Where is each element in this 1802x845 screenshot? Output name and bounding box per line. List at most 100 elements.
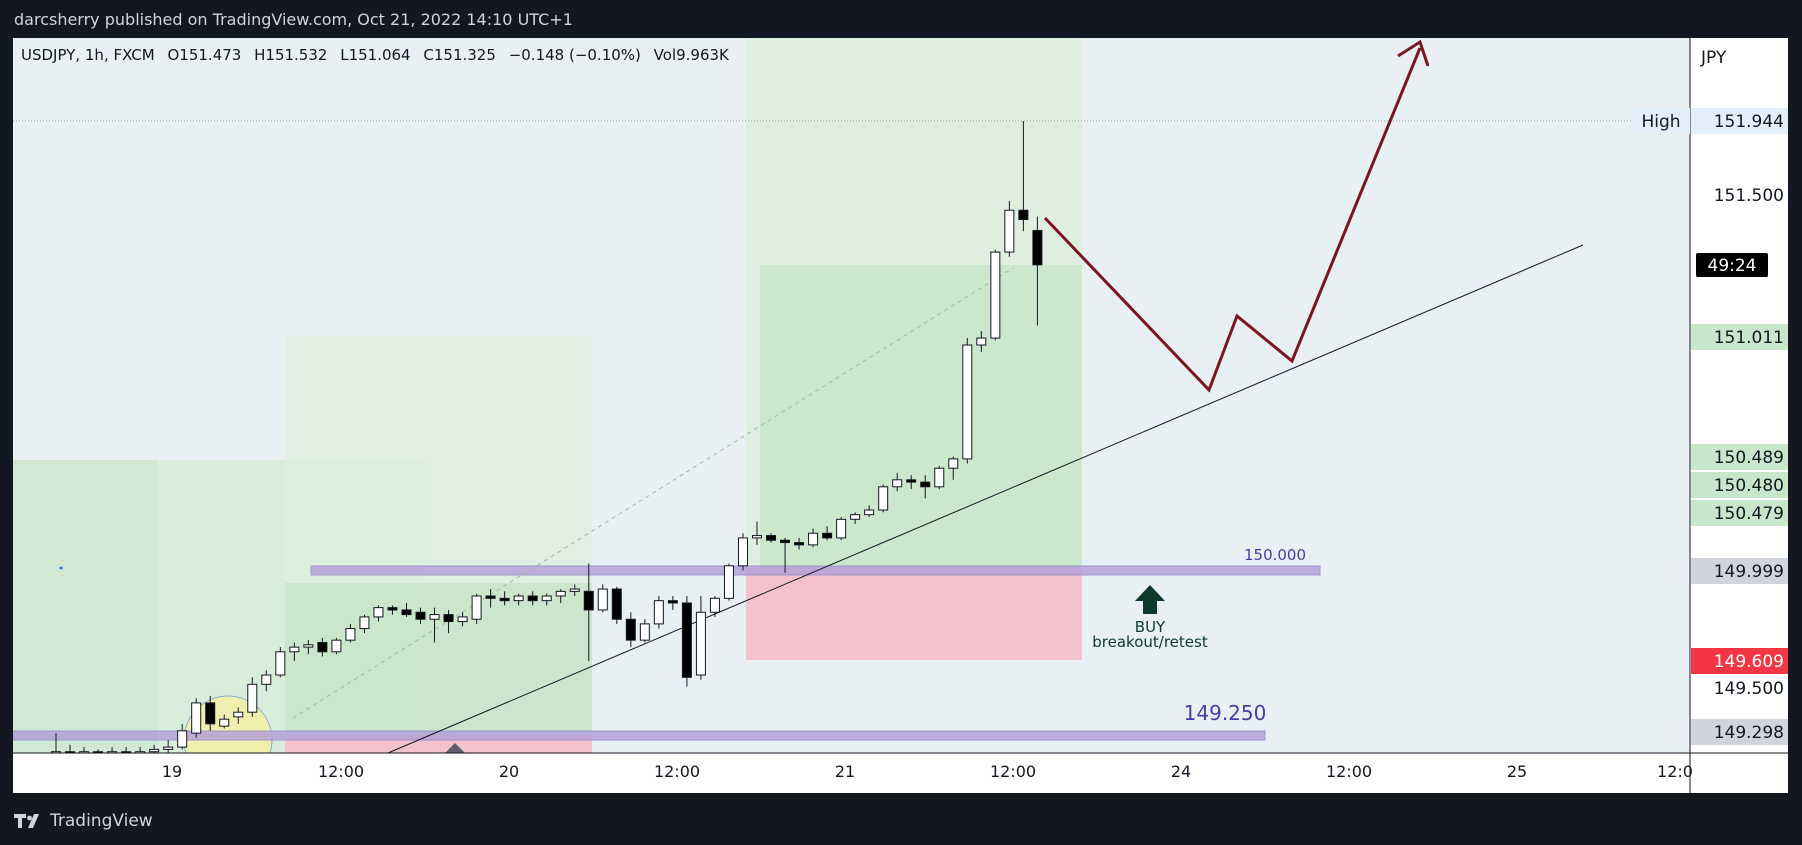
time-tick-label: 12:00 bbox=[318, 762, 364, 781]
time-tick-label: 19 bbox=[162, 762, 182, 781]
candle-38 bbox=[583, 563, 594, 662]
candle-68 bbox=[1004, 200, 1015, 257]
candle-9 bbox=[177, 723, 188, 750]
candle-16 bbox=[275, 647, 286, 678]
candle-47 bbox=[709, 596, 720, 617]
candle-52 bbox=[780, 537, 791, 573]
candle-42 bbox=[639, 619, 650, 643]
green-zone-4 bbox=[285, 583, 592, 753]
candle-58 bbox=[864, 505, 875, 517]
dot-marker bbox=[59, 566, 63, 570]
ohlc-low: L151.064 bbox=[340, 46, 410, 64]
candle-51 bbox=[766, 533, 777, 543]
level-label-150000: 150.000 bbox=[1244, 546, 1306, 564]
candle-20 bbox=[331, 637, 342, 655]
tradingview-logo-icon bbox=[14, 814, 39, 828]
price-tag-value: 150.479 bbox=[1714, 504, 1784, 524]
time-tick-label: 20 bbox=[499, 762, 519, 781]
price-tag-gray: 149.999 bbox=[1691, 558, 1788, 584]
candle-69 bbox=[1018, 121, 1029, 232]
price-axis[interactable]: JPY 151.500 149.500 151.944 High 49:24 151.01… bbox=[1632, 38, 1788, 793]
candle-60 bbox=[892, 472, 903, 492]
horizontal-levels bbox=[13, 120, 1690, 741]
candle-61 bbox=[906, 475, 917, 490]
price-tag-green: 151.011 bbox=[1691, 324, 1788, 350]
candlestick-chart[interactable]: 150.000 149.250 BUY breakout/retest USDJ… bbox=[13, 38, 1788, 793]
candle-23 bbox=[373, 605, 384, 622]
candle-19 bbox=[317, 637, 328, 657]
candle-65 bbox=[962, 338, 973, 464]
ohlc-volume: Vol9.963K bbox=[654, 46, 730, 64]
candle-21 bbox=[345, 623, 356, 643]
chart-frame[interactable]: 150.000 149.250 BUY breakout/retest USDJ… bbox=[13, 38, 1788, 793]
projection-arrowhead bbox=[1397, 39, 1430, 67]
candle-49 bbox=[737, 533, 748, 571]
green-zone-1 bbox=[13, 460, 158, 753]
candle-59 bbox=[878, 484, 889, 513]
price-tag-value: 151.011 bbox=[1714, 328, 1784, 348]
tradingview-logo[interactable]: TradingView bbox=[14, 811, 153, 831]
price-tag-gray: 149.298 bbox=[1691, 719, 1788, 745]
candle-63 bbox=[934, 465, 945, 490]
time-tick-label: 21 bbox=[835, 762, 855, 781]
candle-40 bbox=[611, 586, 622, 624]
candle-64 bbox=[948, 456, 959, 480]
candle-24 bbox=[387, 605, 398, 615]
time-tick-label: 12:00 bbox=[990, 762, 1036, 781]
price-tag-green: 150.489 bbox=[1691, 444, 1788, 470]
publisher-text: darcsherry published on TradingView.com,… bbox=[14, 10, 573, 29]
candle-18 bbox=[303, 640, 314, 655]
candle-12 bbox=[219, 714, 230, 729]
candle-36 bbox=[555, 589, 566, 603]
level-bar-149250 bbox=[13, 730, 1266, 741]
candle-43 bbox=[653, 596, 664, 629]
candle-17 bbox=[289, 642, 300, 662]
time-tick-label: 24 bbox=[1171, 762, 1191, 781]
price-tag-green: 150.480 bbox=[1691, 472, 1788, 498]
candle-67 bbox=[990, 249, 1001, 341]
dashed-trend-helper bbox=[292, 267, 1014, 719]
candle-29 bbox=[457, 612, 468, 627]
candle-53 bbox=[794, 537, 805, 550]
candles bbox=[51, 121, 1043, 759]
buy-arrow-icon bbox=[1135, 585, 1165, 614]
candle-14 bbox=[247, 677, 258, 717]
candle-10 bbox=[191, 698, 202, 738]
position-zones bbox=[13, 38, 1082, 785]
candle-37 bbox=[569, 584, 580, 597]
ohlc-high: H151.532 bbox=[254, 46, 327, 64]
price-tag-high: 151.944 High bbox=[1632, 108, 1788, 134]
candle-50 bbox=[752, 521, 762, 545]
ohlc-change: −0.148 (−0.10%) bbox=[509, 46, 641, 64]
time-tick-label: 12:0 bbox=[1657, 762, 1693, 781]
level-label-149250: 149.250 bbox=[1184, 701, 1267, 725]
time-tick-label: 12:00 bbox=[654, 762, 700, 781]
candle-11 bbox=[205, 695, 216, 731]
level-bar-150000 bbox=[310, 565, 1321, 576]
breakout-label: breakout/retest bbox=[1092, 633, 1208, 651]
price-axis-label: 151.500 bbox=[1714, 186, 1784, 206]
price-tag-label: High bbox=[1641, 112, 1680, 132]
candle-56 bbox=[836, 516, 847, 541]
candle-28 bbox=[443, 609, 454, 634]
ohlc-close: C151.325 bbox=[423, 46, 496, 64]
candle-22 bbox=[359, 614, 370, 634]
price-tag-value: 49:24 bbox=[1708, 256, 1757, 276]
price-tag-value: 149.609 bbox=[1714, 652, 1784, 672]
price-tag-value: 149.298 bbox=[1714, 723, 1784, 743]
candle-27 bbox=[429, 607, 440, 643]
price-tag-value: 150.489 bbox=[1714, 448, 1784, 468]
green-zone-6 bbox=[760, 265, 1082, 568]
brand-name: TradingView bbox=[50, 811, 153, 831]
axis-currency: JPY bbox=[1700, 48, 1727, 68]
time-axis[interactable]: 19 12:00 20 12:00 21 12:00 24 12:00 25 12:0 bbox=[13, 752, 1788, 793]
price-projection-path bbox=[1043, 47, 1422, 393]
price-tag-value: 149.999 bbox=[1714, 562, 1784, 582]
candle-39 bbox=[597, 584, 608, 613]
svg-text:USDJPY, 1h, FXCM O151.: USDJPY, 1h, FXCM O151.473 H151.532 L151.… bbox=[21, 46, 730, 64]
price-tag-value: 151.944 bbox=[1714, 112, 1784, 132]
footer: TradingView bbox=[0, 800, 1802, 845]
price-tag-timer: 49:24 bbox=[1696, 253, 1768, 277]
flag-marker-icon bbox=[445, 743, 465, 753]
candle-30 bbox=[471, 593, 482, 624]
